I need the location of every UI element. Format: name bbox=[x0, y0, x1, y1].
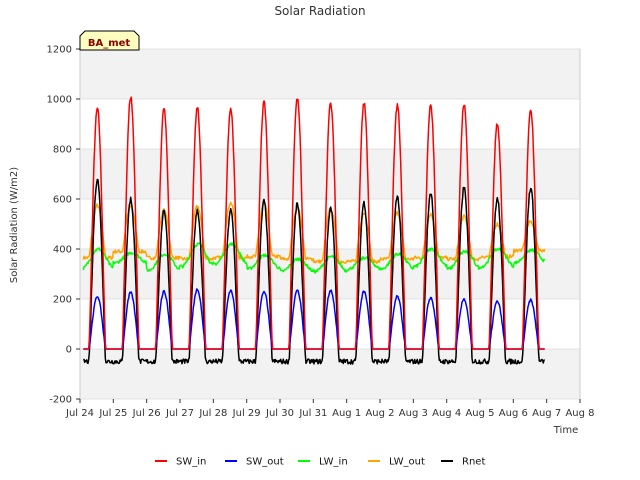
x-tick-label: Aug 1 bbox=[332, 408, 361, 419]
x-tick-label: Aug 6 bbox=[499, 408, 528, 419]
legend-label-SW_in: SW_in bbox=[176, 457, 206, 468]
badge-label: BA_met bbox=[88, 38, 131, 49]
x-tick-label: Jul 24 bbox=[65, 408, 94, 419]
y-tick-label: -200 bbox=[49, 395, 72, 406]
plot-band bbox=[80, 149, 580, 199]
x-tick-label: Aug 4 bbox=[432, 408, 461, 419]
x-tick-label: Aug 3 bbox=[399, 408, 428, 419]
legend-label-LW_out: LW_out bbox=[389, 457, 425, 468]
x-tick-label: Aug 7 bbox=[532, 408, 561, 419]
legend: SW_in SW_out LW_in LW_out Rnet bbox=[155, 457, 485, 468]
y-tick-label: 200 bbox=[53, 295, 72, 306]
x-tick-label: Aug 2 bbox=[365, 408, 394, 419]
x-tick-label: Aug 8 bbox=[565, 408, 594, 419]
x-tick-label: Jul 27 bbox=[165, 408, 194, 419]
plot-band bbox=[80, 49, 580, 99]
series-lines bbox=[82, 96, 546, 365]
series-line-Rnet bbox=[83, 178, 545, 365]
y-tick-label: 0 bbox=[66, 345, 72, 356]
legend-label-LW_in: LW_in bbox=[319, 457, 348, 468]
y-tick-label: 1200 bbox=[47, 45, 72, 56]
x-tick-label: Aug 5 bbox=[465, 408, 494, 419]
x-tick-label: Jul 28 bbox=[198, 408, 227, 419]
y-tick-label: 600 bbox=[53, 195, 72, 206]
plot-band bbox=[80, 349, 580, 399]
legend-label-Rnet: Rnet bbox=[462, 457, 485, 468]
station-badge: BA_met bbox=[79, 30, 140, 51]
x-tick-label: Jul 30 bbox=[265, 408, 294, 419]
x-axis-ticks: Jul 24 Jul 25 Jul 26 Jul 27 Jul 28 Jul 29 Jul … bbox=[65, 399, 595, 419]
legend-label-SW_out: SW_out bbox=[246, 457, 284, 468]
x-axis-label: Time bbox=[553, 425, 578, 436]
x-tick-label: Jul 31 bbox=[298, 408, 327, 419]
series-line-SW_in bbox=[83, 96, 545, 350]
y-tick-label: 1000 bbox=[47, 95, 72, 106]
x-tick-label: Jul 29 bbox=[232, 408, 261, 419]
y-tick-label: 800 bbox=[53, 145, 72, 156]
chart-title: Solar Radiation bbox=[274, 4, 365, 18]
x-tick-label: Jul 25 bbox=[98, 408, 127, 419]
badge-box bbox=[79, 30, 140, 51]
y-tick-label: 400 bbox=[53, 245, 72, 256]
y-axis-ticks: -200 0 200 400 600 800 1000 1200 bbox=[47, 45, 80, 406]
x-tick-label: Jul 26 bbox=[132, 408, 161, 419]
y-axis-label: Solar Radiation (W/m2) bbox=[9, 167, 20, 283]
